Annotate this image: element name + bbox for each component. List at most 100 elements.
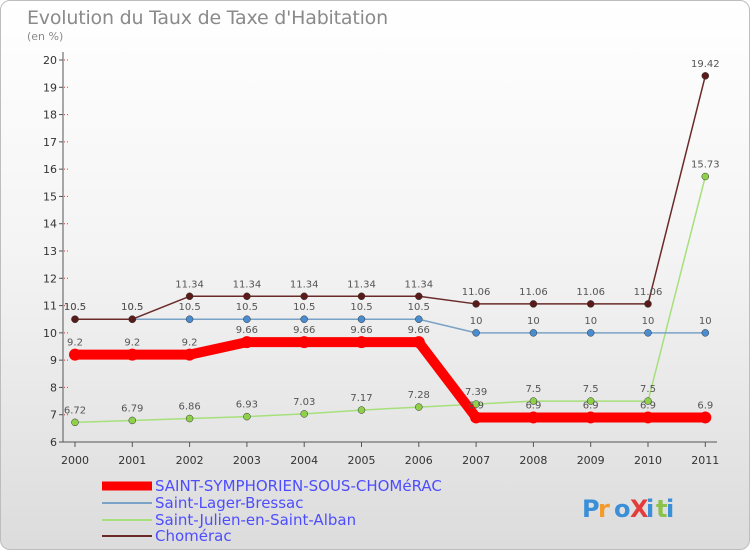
data-label: 6.9 xyxy=(583,400,599,411)
data-point xyxy=(240,336,253,349)
legend: SAINT-SYMPHORIEN-SOUS-CHOMéRACSaint-Lage… xyxy=(102,477,442,545)
data-label: 6.9 xyxy=(468,400,484,411)
y-tick-label: 19 xyxy=(43,81,57,94)
legend-label: Saint-Julien-en-Saint-Alban xyxy=(155,511,356,529)
legend-label: SAINT-SYMPHORIEN-SOUS-CHOMéRAC xyxy=(155,477,442,495)
logo-letter: t xyxy=(656,495,667,523)
data-label: 6.9 xyxy=(640,400,656,411)
data-label: 19.42 xyxy=(691,59,720,70)
logo-letter: X xyxy=(630,495,649,523)
data-label: 9.66 xyxy=(293,325,315,336)
chart-subtitle: (en %) xyxy=(27,30,64,43)
logo-letter: P xyxy=(582,495,600,523)
data-label: 6.86 xyxy=(178,402,200,413)
data-label: 10.5 xyxy=(293,302,315,313)
data-point xyxy=(529,397,538,405)
data-point xyxy=(69,348,81,361)
y-tick-label: 8 xyxy=(50,381,57,394)
data-point xyxy=(357,315,366,323)
data-label: 10 xyxy=(642,316,655,327)
data-label: 7.28 xyxy=(408,390,430,401)
data-label: 11.06 xyxy=(576,287,605,298)
data-point xyxy=(701,329,710,337)
data-point xyxy=(357,406,366,414)
y-tick-label: 6 xyxy=(50,436,57,449)
data-label: 11.34 xyxy=(290,279,319,290)
logo-letter: i xyxy=(666,495,674,523)
data-label: 11.34 xyxy=(347,279,376,290)
y-tick-label: 14 xyxy=(43,218,57,231)
series-line xyxy=(74,175,707,424)
data-label: 9.2 xyxy=(182,338,198,349)
data-point xyxy=(527,411,540,424)
data-point xyxy=(183,348,196,361)
x-tick-label: 2009 xyxy=(577,454,605,467)
data-label: 11.34 xyxy=(233,279,262,290)
data-point xyxy=(472,400,480,408)
data-label: 10.5 xyxy=(64,302,86,313)
data-label: 9.66 xyxy=(408,325,430,336)
logo-letter: r xyxy=(598,495,610,523)
data-label: 15.73 xyxy=(691,160,720,171)
data-labels: 9.2 9.2 9.2 9.66 9.66 9.66 9.66 6.9 6.9 6.9 6.9 6.9… xyxy=(64,59,720,417)
data-label: 7.17 xyxy=(350,393,372,404)
y-tick-label: 15 xyxy=(43,190,57,203)
data-label: 6.9 xyxy=(525,400,541,411)
data-label: 10 xyxy=(699,316,712,327)
data-point xyxy=(185,292,194,301)
y-tick-label: 9 xyxy=(50,354,57,367)
x-tick-label: 2004 xyxy=(290,454,318,467)
series-line xyxy=(74,75,707,320)
data-point xyxy=(357,292,366,301)
data-point xyxy=(415,315,423,323)
data-point xyxy=(415,292,423,301)
data-point xyxy=(472,300,480,308)
x-tick-label: 2011 xyxy=(691,454,719,467)
proxiti-logo: Pr o Xi ti xyxy=(582,495,674,523)
data-point xyxy=(71,315,79,323)
data-label: 10.5 xyxy=(350,302,372,313)
data-point xyxy=(529,329,538,337)
data-label: 11.06 xyxy=(519,287,548,298)
data-point xyxy=(415,403,423,411)
data-point xyxy=(243,412,251,421)
data-label: 7.5 xyxy=(640,384,656,395)
data-label: 10 xyxy=(470,316,483,327)
x-tick-label: 2006 xyxy=(405,454,433,467)
data-label: 10.5 xyxy=(408,302,430,313)
data-label: 9.2 xyxy=(67,338,83,349)
data-label: 10 xyxy=(584,316,597,327)
data-label: 11.34 xyxy=(404,279,433,290)
data-point xyxy=(644,397,652,405)
data-point xyxy=(300,315,308,323)
y-tick-label: 18 xyxy=(43,109,57,122)
data-point xyxy=(644,300,652,308)
data-point xyxy=(126,348,139,361)
data-label: 6.72 xyxy=(64,405,86,416)
data-point xyxy=(584,411,597,424)
legend-label: Saint-Lager-Bressac xyxy=(155,494,304,512)
data-label: 10.5 xyxy=(121,302,143,313)
y-tick-label: 11 xyxy=(43,300,57,313)
data-label: 11.06 xyxy=(462,287,491,298)
data-point xyxy=(642,411,654,424)
data-point xyxy=(300,292,308,301)
data-label: 11.34 xyxy=(175,279,204,290)
data-label: 9.66 xyxy=(350,325,372,336)
data-label: 7.03 xyxy=(293,397,315,408)
data-point xyxy=(71,418,79,427)
y-tick-label: 13 xyxy=(43,245,57,258)
data-label: 9.66 xyxy=(236,325,258,336)
data-label: 7.5 xyxy=(525,384,541,395)
x-ticks: 2000 2001 2002 2003 2004 2005 2006 2007 2008 2009… xyxy=(61,442,719,467)
data-point xyxy=(701,172,710,181)
data-label: 9.2 xyxy=(124,338,140,349)
y-tick-label: 7 xyxy=(50,409,57,422)
data-point xyxy=(699,411,712,424)
grid xyxy=(64,59,69,443)
x-tick-label: 2001 xyxy=(118,454,146,467)
series-line xyxy=(74,318,707,334)
data-point xyxy=(300,410,308,418)
